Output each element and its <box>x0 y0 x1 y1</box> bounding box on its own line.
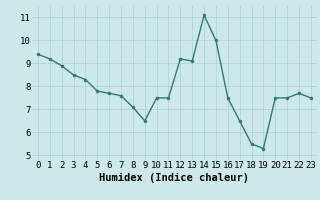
X-axis label: Humidex (Indice chaleur): Humidex (Indice chaleur) <box>100 173 249 183</box>
